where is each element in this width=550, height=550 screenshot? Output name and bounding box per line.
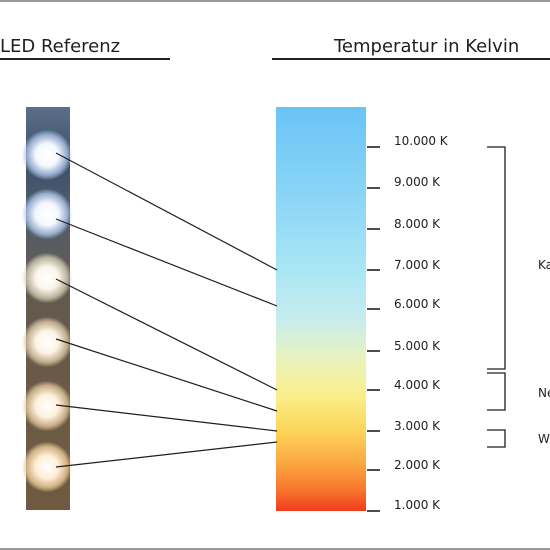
temperature-header: Temperatur in Kelvin xyxy=(334,36,520,57)
bracket-neutral xyxy=(487,372,506,411)
tick-label-1000: 1.000 K xyxy=(394,498,441,512)
tick-label-9000: 9.000 K xyxy=(394,175,441,189)
connector-line-4 xyxy=(55,338,278,412)
tick-label-3000: 3.000 K xyxy=(394,419,441,433)
temperature-gradient-bar xyxy=(276,107,366,511)
tick-label-8000: 8.000 K xyxy=(394,217,441,231)
connector-line-5 xyxy=(55,404,278,432)
led-reference-underline xyxy=(0,58,170,60)
category-label-cold: Ka xyxy=(538,258,550,272)
tick-label-7000: 7.000 K xyxy=(394,258,441,272)
connector-line-3 xyxy=(55,278,278,391)
bracket-warm xyxy=(487,429,506,448)
led-reference-header: LED Referenz xyxy=(0,36,121,57)
led-3 xyxy=(22,253,72,303)
led-1 xyxy=(22,130,72,180)
tick-label-4000: 4.000 K xyxy=(394,378,441,392)
temperature-underline xyxy=(272,58,550,60)
led-6 xyxy=(22,442,72,492)
bracket-cold xyxy=(487,146,506,370)
tick-label-6000: 6.000 K xyxy=(394,297,441,311)
connector-line-1 xyxy=(55,152,278,271)
led-2 xyxy=(22,189,72,239)
connector-line-2 xyxy=(55,218,278,307)
connector-line-6 xyxy=(55,441,278,468)
category-label-neutral: Ne xyxy=(538,386,550,400)
tick-label-5000: 5.000 K xyxy=(394,339,441,353)
tick-label-10000: 10.000 K xyxy=(394,134,448,148)
tick-label-2000: 2.000 K xyxy=(394,458,441,472)
category-label-warm: W xyxy=(538,432,550,446)
